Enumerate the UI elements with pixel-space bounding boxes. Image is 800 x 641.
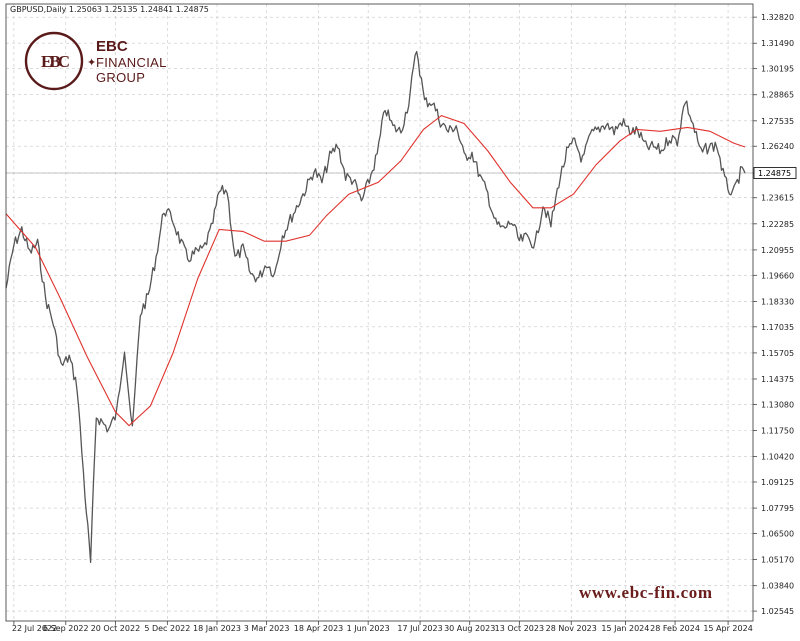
y-tick-label: 1.23615 xyxy=(761,194,794,203)
logo-star-icon: ✦ xyxy=(87,56,96,69)
brand-line-1: EBC xyxy=(96,38,128,55)
x-tick-label: 28 Nov 2023 xyxy=(546,624,597,633)
x-tick-label: 5 Dec 2022 xyxy=(144,624,190,633)
moving-average-line xyxy=(5,114,746,427)
y-tick-label: 1.10420 xyxy=(761,453,794,462)
y-tick-label: 1.19660 xyxy=(761,271,794,280)
y-tick-label: 1.20955 xyxy=(761,246,794,255)
logo: EBC ✦ EBC FINANCIAL GROUP xyxy=(24,31,167,91)
y-tick-label: 1.17035 xyxy=(761,323,794,332)
x-tick-label: 22 Jul 2022 xyxy=(12,624,57,633)
y-tick-label: 1.05170 xyxy=(761,556,794,565)
y-tick-label: 1.06500 xyxy=(761,530,794,539)
y-tick-label: 1.30195 xyxy=(761,65,794,74)
y-tick-label: 1.02545 xyxy=(761,607,794,616)
y-tick-label: 1.15705 xyxy=(761,349,794,358)
brand-line-2: FINANCIAL xyxy=(96,55,167,70)
symbol-info: GBPUSD,Daily 1.25063 1.25135 1.24841 1.2… xyxy=(10,5,209,14)
y-tick-label: 1.28865 xyxy=(761,91,794,100)
x-tick-label: 6 Sep 2022 xyxy=(43,624,89,633)
y-tick-label: 1.11750 xyxy=(761,427,794,436)
current-price-label: 1.24875 xyxy=(758,169,791,178)
logo-circle xyxy=(24,31,84,91)
x-tick-label: 30 Aug 2023 xyxy=(444,624,495,633)
website-url: www.ebc-fin.com xyxy=(579,583,713,602)
x-tick-label: 28 Feb 2024 xyxy=(650,624,700,633)
y-tick-label: 1.07795 xyxy=(761,504,794,513)
axes: 1.32820 1.31490 1.30195 1.28865 1.27535 1.262… xyxy=(5,3,797,633)
x-tick-label: 18 Apr 2023 xyxy=(294,624,343,633)
y-tick-label: 1.32820 xyxy=(761,13,794,22)
y-tick-label: 1.22285 xyxy=(761,220,794,229)
y-tick-label: 1.13080 xyxy=(761,400,794,409)
current-price-box xyxy=(753,167,797,179)
x-tick-label: 13 Oct 2023 xyxy=(495,624,544,633)
y-tick-label: 1.26240 xyxy=(761,142,794,151)
x-tick-label: 1 Jun 2023 xyxy=(347,624,390,633)
x-tick-label: 3 Mar 2023 xyxy=(244,624,290,633)
y-tick-label: 1.14375 xyxy=(761,375,794,384)
y-tick-label: 1.03840 xyxy=(761,582,794,591)
price-series xyxy=(5,50,746,563)
plot-frame xyxy=(5,3,754,622)
y-tick-label: 1.27535 xyxy=(761,117,794,126)
x-tick-label: 18 Jan 2023 xyxy=(193,624,241,633)
x-tick-label: 17 Jul 2023 xyxy=(397,624,442,633)
ma-series xyxy=(5,114,746,427)
y-tick-label: 1.18330 xyxy=(761,297,794,306)
logo-initials: EBC xyxy=(41,52,69,71)
grid xyxy=(6,4,753,621)
brand-line-3: GROUP xyxy=(96,70,145,85)
y-tick-label: 1.09125 xyxy=(761,478,794,487)
x-tick-label: 15 Jan 2024 xyxy=(601,624,649,633)
x-tick-label: 15 Apr 2024 xyxy=(703,624,752,633)
y-tick-label: 1.31490 xyxy=(761,39,794,48)
x-tick-label: 20 Oct 2022 xyxy=(91,624,140,633)
price-line xyxy=(5,50,746,563)
